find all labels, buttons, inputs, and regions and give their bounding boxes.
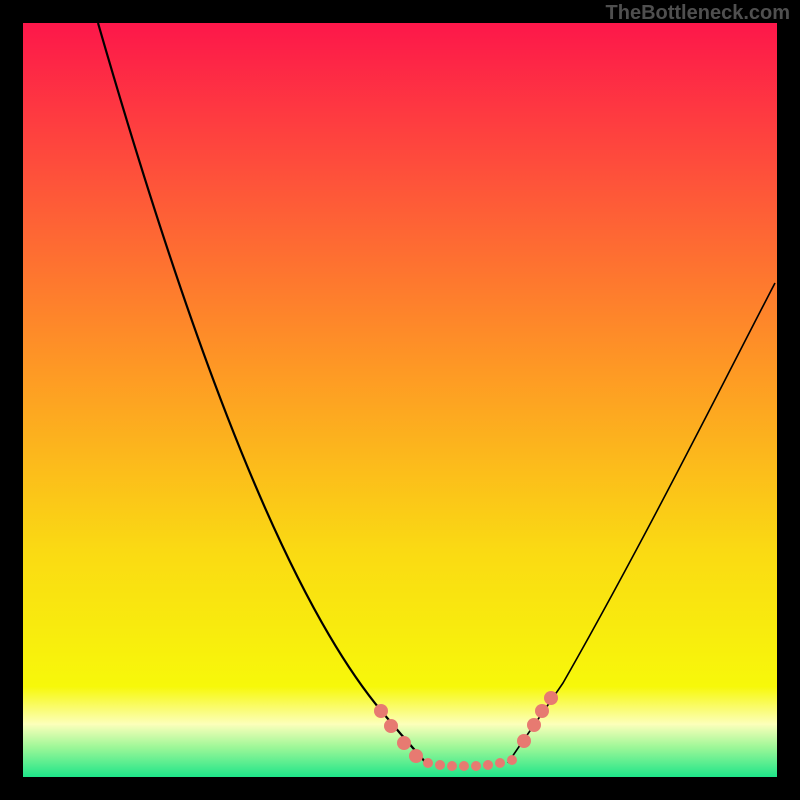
dot-right-3 — [544, 691, 558, 705]
dot-valley-2 — [447, 761, 457, 771]
dot-valley-0 — [423, 758, 433, 768]
dot-valley-3 — [459, 761, 469, 771]
dot-valley-1 — [435, 760, 445, 770]
dot-right-1 — [527, 718, 541, 732]
curve-left-branch — [98, 23, 426, 763]
dot-left-2 — [397, 736, 411, 750]
plot-area — [23, 23, 777, 777]
dot-right-2 — [535, 704, 549, 718]
dot-left-1 — [384, 719, 398, 733]
dot-right-0 — [517, 734, 531, 748]
dot-left-0 — [374, 704, 388, 718]
dot-valley-6 — [495, 758, 505, 768]
dot-left-3 — [409, 749, 423, 763]
dot-valley-4 — [471, 761, 481, 771]
dot-valley-5 — [483, 760, 493, 770]
dot-valley-7 — [507, 755, 517, 765]
bottleneck-curve — [23, 23, 777, 777]
chart-frame: TheBottleneck.com — [0, 0, 800, 800]
watermark-text: TheBottleneck.com — [606, 2, 790, 25]
